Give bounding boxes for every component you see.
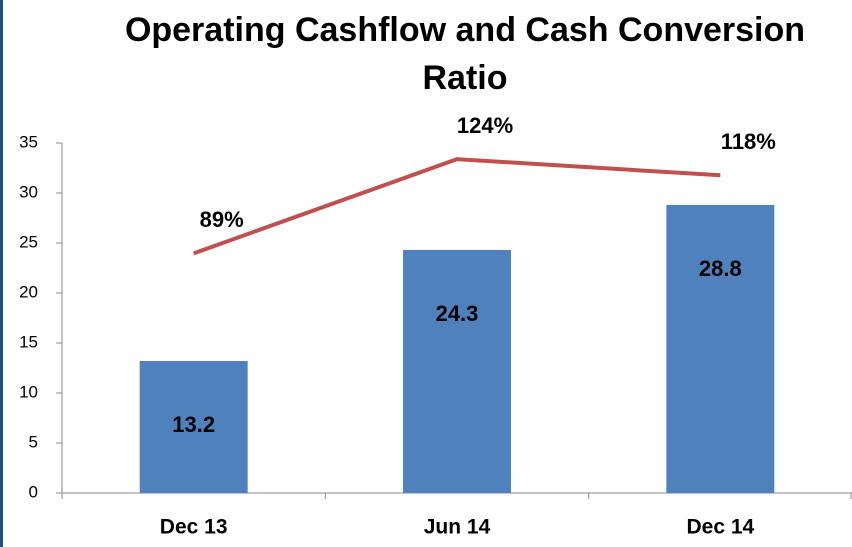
line-value-label: 124% [457, 113, 513, 138]
x-tick-label: Jun 14 [424, 516, 491, 539]
y-tick-label: 35 [19, 132, 38, 151]
line [192, 157, 721, 256]
y-tick-label: 10 [19, 382, 38, 401]
bar [666, 205, 775, 493]
chart-title: Operating Cashflow and Cash Conversion R… [124, 11, 806, 97]
bar-value-label: 13.2 [172, 412, 215, 437]
y-tick-label: 15 [19, 332, 38, 351]
y-tick-label: 5 [29, 432, 38, 451]
bar [139, 361, 248, 493]
left-border [0, 0, 3, 547]
x-tick-label: Dec 13 [160, 516, 228, 539]
bar-value-label: 24.3 [436, 301, 479, 326]
y-tick-label: 20 [19, 282, 38, 301]
bar-value-label: 28.8 [699, 256, 742, 281]
y-tick-label: 25 [19, 232, 38, 251]
x-tick-label: Dec 14 [686, 516, 754, 539]
line-value-label: 89% [200, 207, 244, 232]
y-tick-label: 0 [29, 482, 38, 501]
y-tick-label: 30 [19, 182, 38, 201]
line-value-label: 118% [721, 129, 776, 154]
bar [403, 250, 511, 493]
